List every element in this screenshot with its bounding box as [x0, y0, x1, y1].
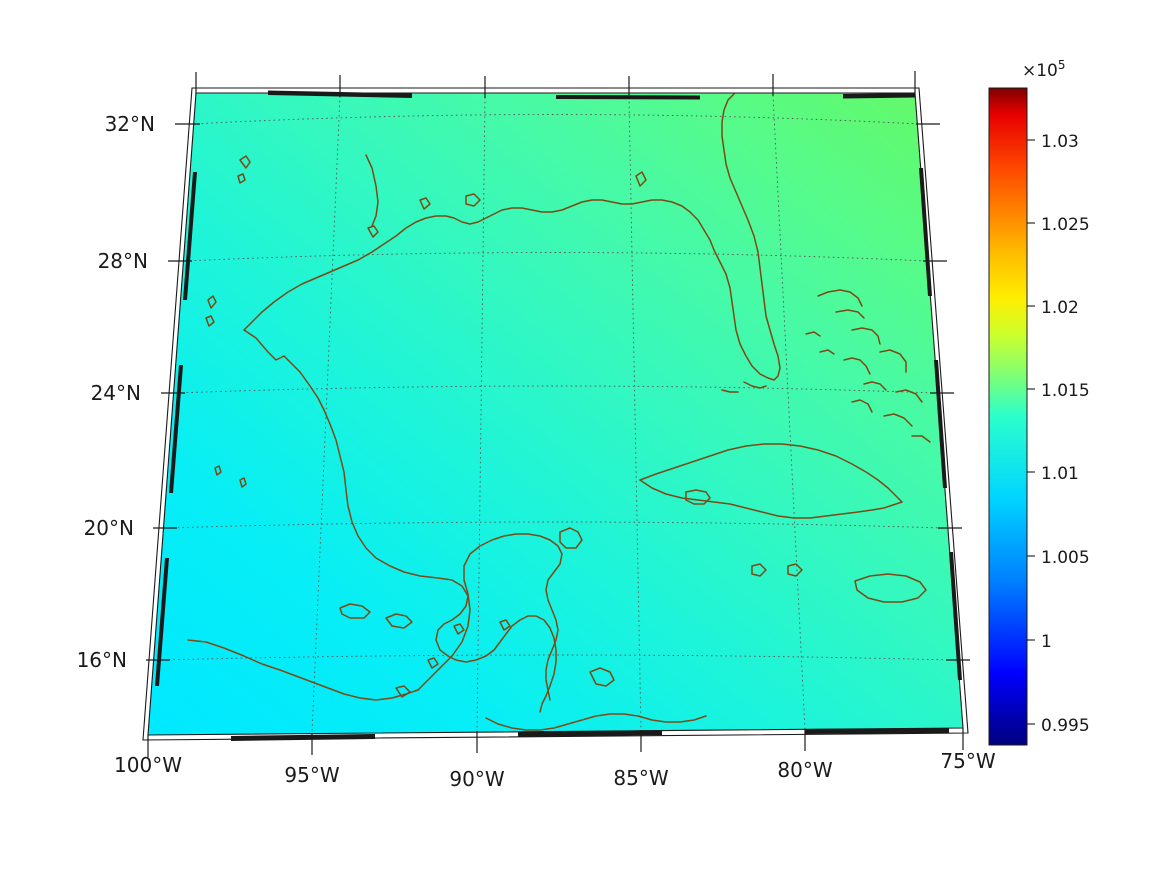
colorbar-tick-label: 1.015 [1041, 381, 1090, 401]
map-outer-frame [142, 87, 969, 741]
ytick-label: 32°N [105, 112, 155, 136]
xtick-label: 75°W [940, 749, 995, 773]
latitude-tick-labels: 32°N 28°N 24°N 20°N 16°N [77, 112, 155, 672]
colorbar-tick-label: 1.005 [1041, 548, 1090, 568]
map-axes: 32°N 28°N 24°N 20°N 16°N 100°W 95°W 90°W… [77, 71, 996, 791]
colorbar-tick-label: 1 [1041, 632, 1052, 652]
colorbar-tick-label: 1.025 [1041, 215, 1090, 235]
colorbar-tick-label: 1.02 [1041, 298, 1079, 318]
colorbar-tick-labels: 1.03 1.025 1.02 1.015 1.01 1.005 1 0.995 [1041, 132, 1090, 736]
coastline-layer [187, 93, 931, 731]
xtick-label: 90°W [449, 767, 504, 791]
pressure-field-raster [148, 93, 963, 735]
ytick-label: 24°N [91, 381, 141, 405]
ytick-label: 20°N [84, 516, 134, 540]
ytick-label: 16°N [77, 648, 127, 672]
xtick-label: 100°W [114, 753, 182, 777]
map-border-left [155, 172, 197, 686]
axis-tickmarks [146, 71, 970, 757]
map-border-bottom [231, 728, 949, 741]
colorbar-gradient[interactable] [988, 87, 1028, 746]
ytick-label: 28°N [98, 249, 148, 273]
xtick-label: 95°W [284, 763, 339, 787]
xtick-label: 85°W [613, 766, 668, 790]
colorbar-tickmarks [1027, 139, 1035, 725]
longitude-tick-labels: 100°W 95°W 90°W 85°W 80°W 75°W [114, 749, 996, 791]
colorbar-offset-base: ×10 [1022, 61, 1058, 81]
xtick-label: 80°W [777, 758, 832, 782]
colorbar-offset-exponent: 5 [1058, 58, 1066, 72]
colorbar-tick-label: 1.01 [1041, 464, 1079, 484]
colorbar[interactable]: 1.03 1.025 1.02 1.015 1.01 1.005 1 0.995… [988, 58, 1090, 746]
colorbar-offset-text: ×105 [1022, 58, 1066, 81]
map-border-right [919, 168, 962, 680]
colorbar-tick-label: 0.995 [1041, 716, 1090, 736]
colorbar-tick-label: 1.03 [1041, 132, 1079, 152]
parallel-gridlines [158, 114, 954, 661]
